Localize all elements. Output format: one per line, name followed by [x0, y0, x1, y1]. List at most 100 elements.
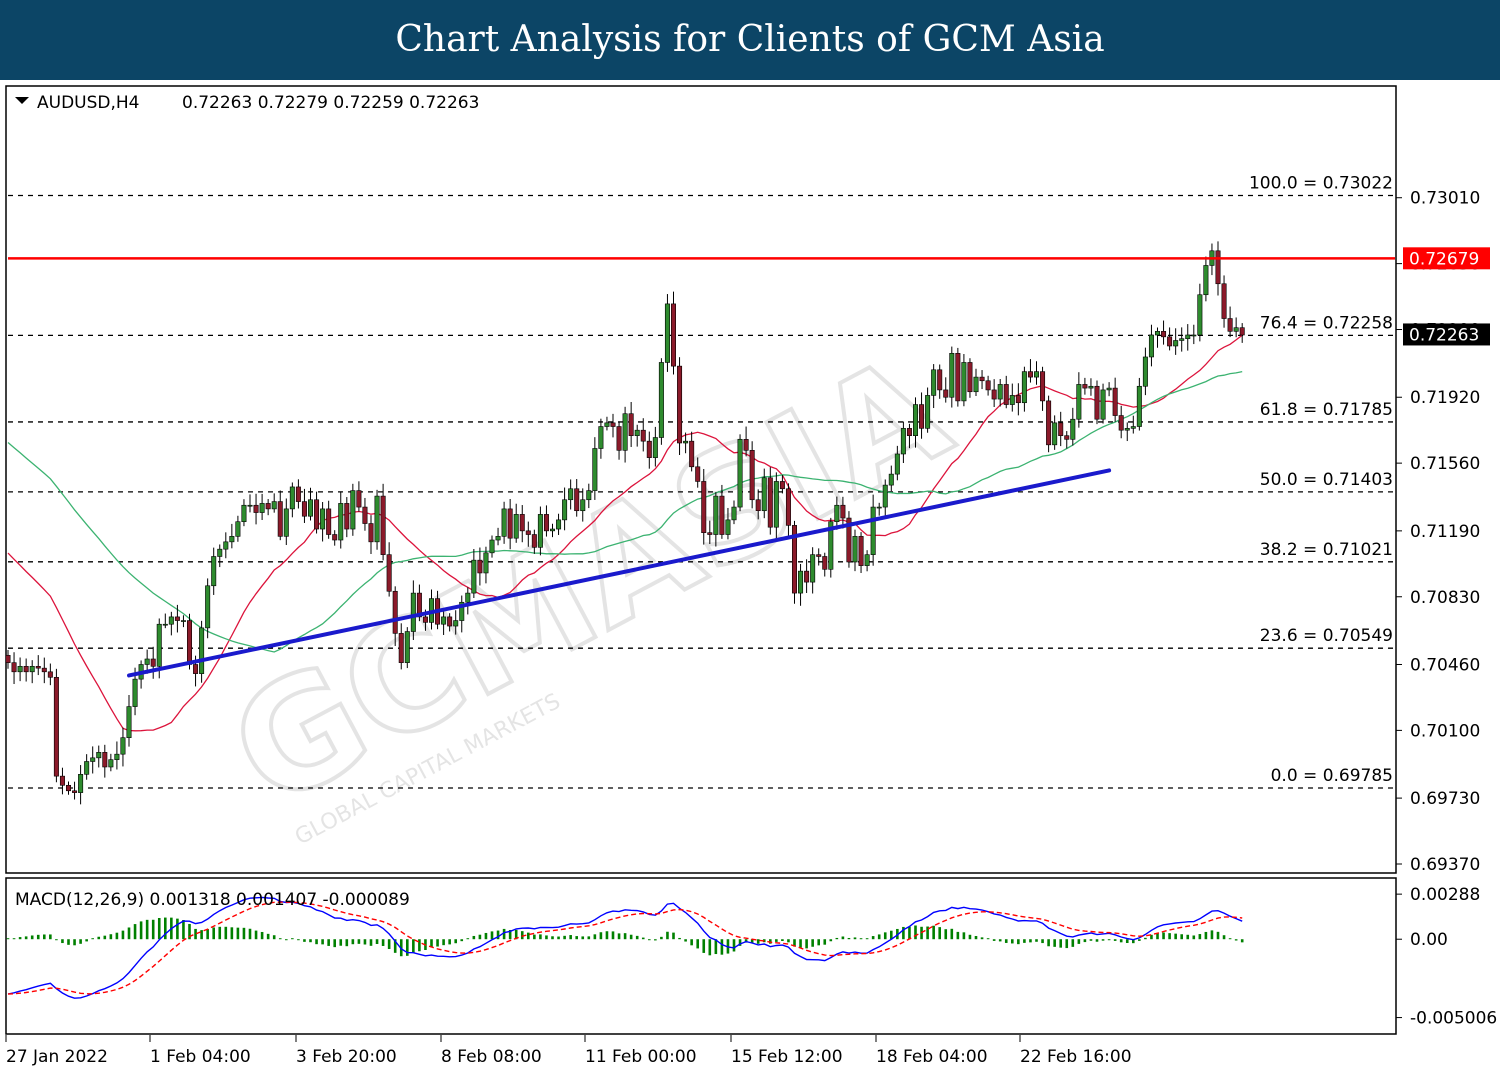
macd-histogram-bar-192	[1168, 933, 1171, 940]
candle-3	[23, 658, 29, 682]
macd-histogram-bar-112	[684, 939, 687, 942]
macd-histogram-bar-158	[962, 932, 966, 940]
candle-body	[350, 490, 356, 530]
macd-histogram-bar-168	[1023, 939, 1026, 943]
candle-body	[616, 426, 622, 451]
price-tick-8: 0.70100	[1410, 721, 1480, 741]
candle-133	[810, 547, 816, 594]
macd-histogram-bar-159	[968, 934, 972, 940]
candle-body	[840, 504, 846, 519]
candle-body	[11, 662, 17, 673]
candle-135	[822, 552, 828, 577]
candle-body	[1197, 294, 1203, 336]
macd-histogram-bar-204	[1240, 939, 1244, 943]
candle-body	[289, 486, 295, 510]
macd-histogram-bar-37	[230, 927, 234, 940]
candle-87	[531, 529, 537, 554]
candle-150	[912, 397, 918, 448]
candle-140	[852, 529, 858, 572]
macd-histogram-bar-15	[97, 936, 101, 940]
macd-histogram-bar-25	[157, 918, 161, 940]
candle-body	[320, 508, 326, 530]
candle-body	[737, 439, 743, 508]
candle-body	[1155, 331, 1161, 336]
macd-histogram-bar-169	[1029, 939, 1032, 943]
candle-153	[931, 364, 937, 409]
candle-body	[1046, 400, 1052, 446]
candle-body	[598, 426, 604, 449]
macd-layer: 0.00288 0.00 -0.005006	[6, 885, 1497, 1029]
candle-body	[906, 428, 912, 436]
candle-body	[1227, 318, 1233, 332]
candle-185	[1124, 422, 1130, 442]
macd-histogram-bar-44	[272, 935, 276, 940]
candle-197	[1197, 283, 1203, 342]
candle-body	[422, 616, 428, 623]
macd-histogram-bar-185	[1125, 939, 1129, 944]
macd-histogram-bar-102	[623, 933, 627, 940]
candle-162	[985, 375, 991, 396]
macd-histogram-bar-40	[248, 928, 252, 940]
candle-body	[925, 395, 931, 429]
macd-histogram-bar-45	[278, 938, 282, 940]
candle-44	[271, 493, 277, 513]
macd-histogram-bar-1	[12, 938, 16, 940]
candle-158	[961, 354, 967, 407]
candle-body	[144, 658, 150, 665]
macd-histogram-bar-94	[575, 936, 578, 940]
macd-histogram-bar-105	[641, 937, 645, 940]
candle-body	[543, 514, 549, 532]
candle-141	[858, 532, 864, 573]
macd-histogram-bar-145	[883, 932, 887, 940]
candle-body	[453, 620, 459, 627]
macd-histogram-bar-39	[242, 927, 246, 940]
macd-histogram-bar-82	[502, 928, 506, 940]
candle-body	[658, 362, 664, 438]
candle-118	[719, 484, 725, 539]
candle-body	[1034, 371, 1040, 378]
candle-88	[537, 506, 543, 556]
macd-histogram-bar-73	[448, 939, 451, 945]
macd-histogram-bar-55	[339, 939, 343, 946]
macd-histogram-bar-167	[1017, 939, 1020, 945]
candle-17	[108, 753, 114, 772]
candle-body	[1173, 340, 1179, 347]
macd-histogram-bar-100	[611, 931, 615, 940]
macd-histogram-bar-63	[387, 939, 391, 950]
candle-124	[755, 489, 761, 520]
candle-41	[253, 493, 259, 525]
dropdown-triangle-icon[interactable]	[15, 97, 29, 104]
candle-body	[495, 536, 501, 541]
macd-histogram-bar-201	[1222, 935, 1226, 940]
candle-49	[301, 488, 307, 523]
candle-128	[779, 474, 785, 494]
candle-body	[1003, 384, 1009, 405]
macd-histogram-bar-67	[412, 939, 415, 953]
macd-histogram-bar-135	[823, 939, 827, 945]
candle-143	[870, 494, 876, 566]
candle-body	[537, 514, 543, 548]
macd-histogram-bar-109	[666, 931, 669, 940]
candle-103	[628, 401, 634, 447]
macd-histogram-bar-88	[539, 934, 542, 940]
candle-body	[646, 440, 652, 458]
candle-6	[41, 657, 47, 684]
macd-histogram-bar-163	[992, 939, 996, 941]
candle-body	[84, 761, 90, 775]
candle-99	[604, 416, 610, 431]
candle-body	[876, 506, 882, 509]
price-tick-5: 0.71190	[1410, 522, 1480, 542]
macd-histogram-bar-50	[309, 939, 312, 943]
current-price-label: 0.72263	[1409, 325, 1479, 345]
candle-45	[277, 490, 283, 541]
candle-body	[295, 486, 301, 502]
candle-114	[695, 457, 701, 488]
candle-91	[556, 513, 562, 535]
candle-body	[362, 506, 368, 524]
candle-body	[1015, 395, 1021, 404]
candle-body	[78, 774, 84, 793]
support-trendline	[127, 468, 1112, 678]
macd-histogram-bar-70	[430, 939, 433, 948]
candle-body	[374, 495, 380, 543]
candle-body	[1161, 331, 1167, 338]
